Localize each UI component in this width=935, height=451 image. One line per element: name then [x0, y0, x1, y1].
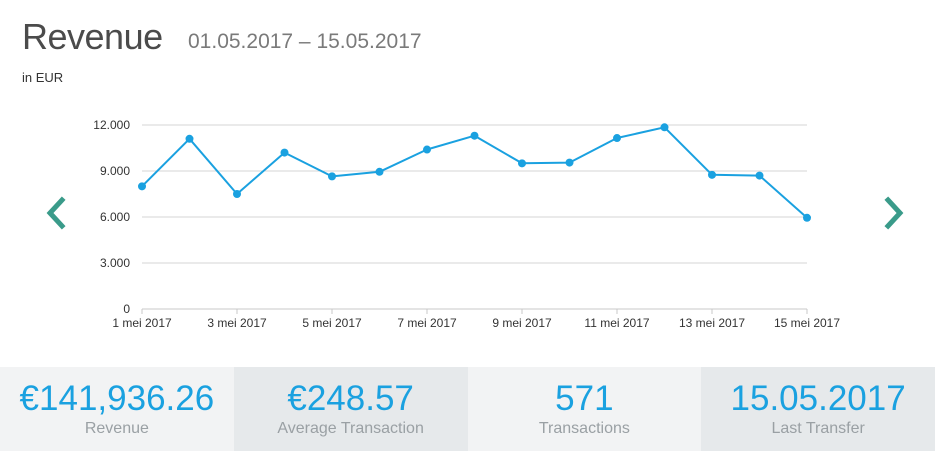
data-point[interactable] — [518, 159, 526, 168]
series-line — [141, 126, 808, 219]
chevron-left-icon — [46, 196, 66, 230]
y-tick-label: 3.000 — [100, 256, 130, 270]
data-point[interactable] — [660, 123, 669, 132]
data-point[interactable] — [613, 134, 621, 143]
x-tick-label: 5 mei 2017 — [302, 316, 362, 330]
data-point[interactable] — [803, 213, 811, 222]
stat-label: Average Transaction — [277, 420, 424, 437]
x-tick-label: 11 mei 2017 — [584, 316, 649, 330]
stat-label: Revenue — [84, 420, 149, 437]
y-tick-label: 9.000 — [100, 164, 130, 178]
y-tick-label: 12.000 — [93, 118, 130, 132]
stat-value: 15.05.2017 — [730, 379, 906, 418]
data-point[interactable] — [375, 167, 384, 176]
data-point[interactable] — [138, 182, 146, 191]
data-point[interactable] — [280, 148, 289, 157]
stat-label: Last Transfer — [771, 420, 865, 437]
y-tick-label: 6.000 — [100, 210, 130, 224]
chevron-right-icon — [884, 196, 904, 230]
data-point[interactable] — [565, 158, 574, 167]
page-title: Revenue — [22, 16, 163, 57]
x-tick-label: 15 mei 2017 — [774, 316, 840, 330]
x-tick-label: 7 mei 2017 — [397, 316, 457, 330]
stat-revenue: €141,936.26 Revenue — [0, 367, 234, 451]
y-tick-label: 0 — [123, 302, 130, 316]
stat-last-transfer: 15.05.2017 Last Transfer — [701, 367, 935, 451]
revenue-line-chart: 0 3.000 6.000 9.000 12.000 1 mei 2017 3 mei 2… — [93, 118, 840, 330]
data-point[interactable] — [708, 170, 716, 179]
data-point[interactable] — [470, 131, 479, 140]
x-tick-label: 3 mei 2017 — [207, 316, 267, 330]
unit-label: in EUR — [22, 70, 64, 85]
x-tick-label: 9 mei 2017 — [492, 316, 552, 330]
next-period-button[interactable] — [880, 196, 908, 230]
data-point[interactable] — [423, 145, 431, 154]
data-point[interactable] — [755, 171, 764, 180]
previous-period-button[interactable] — [42, 196, 70, 230]
data-point[interactable] — [233, 190, 241, 198]
stat-value: €141,936.26 — [19, 379, 215, 418]
x-tick-label: 1 mei 2017 — [112, 316, 172, 330]
date-range: 01.05.2017 – 15.05.2017 — [188, 30, 422, 53]
data-point[interactable] — [328, 172, 336, 181]
stat-label: Transactions — [538, 420, 630, 437]
stat-value: €248.57 — [287, 379, 414, 418]
stat-average-transaction: €248.57 Average Transaction — [233, 367, 468, 451]
x-tick-label: 13 mei 2017 — [679, 316, 745, 330]
stats-bar: €141,936.26 Revenue €248.57 Average Tran… — [0, 367, 935, 451]
data-point[interactable] — [185, 134, 194, 143]
stat-transactions: 571 Transactions — [467, 367, 702, 451]
stat-value: 571 — [555, 379, 614, 418]
